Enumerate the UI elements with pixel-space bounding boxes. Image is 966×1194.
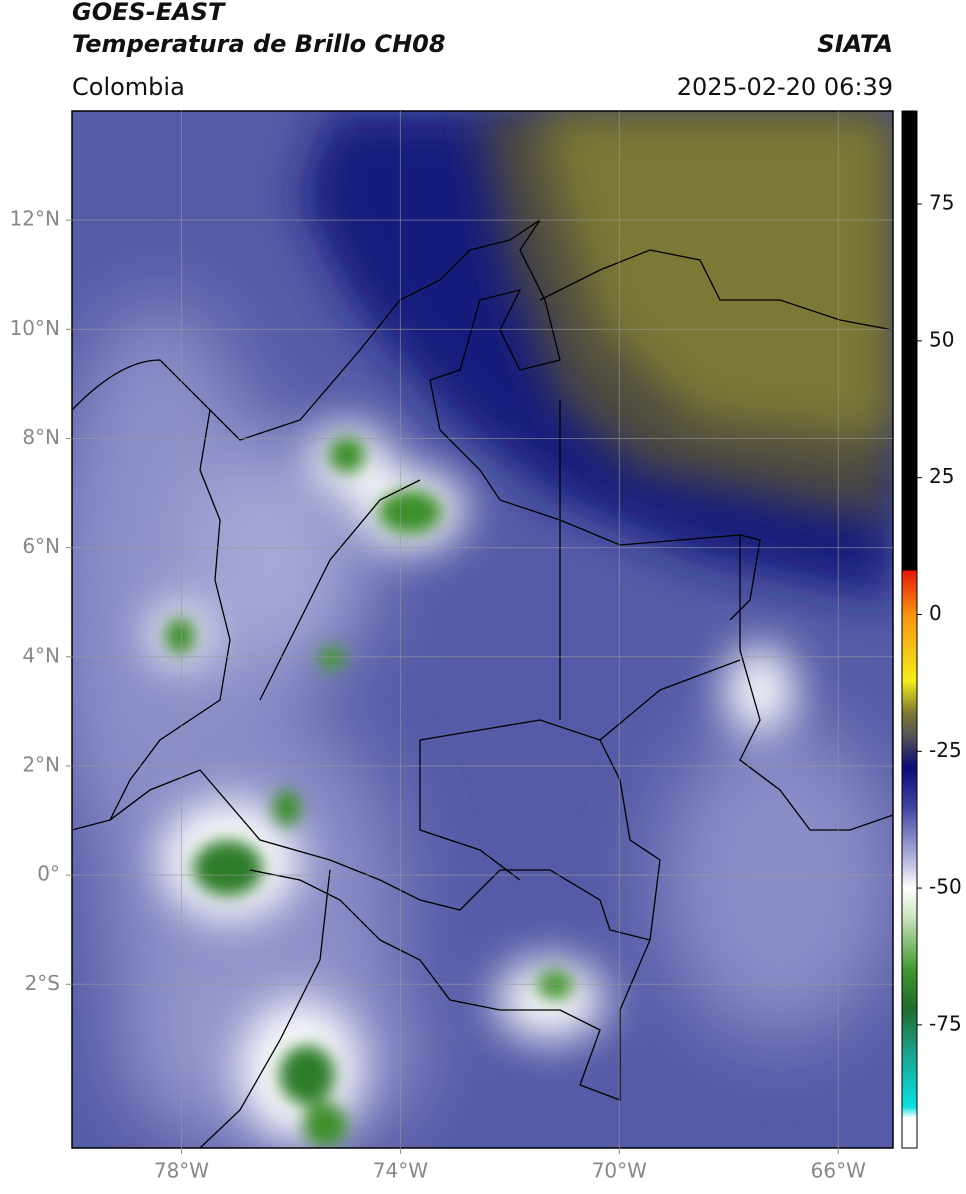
y-tick-label: 0° [37,862,60,886]
colorbar-ticks: 75 50 25 0 -25 -50 -75 [917,191,962,1035]
title: Temperatura de Brillo CH08 [72,30,446,58]
organization: SIATA [817,30,893,58]
convective-cores [165,437,573,1147]
y-tick-label: 4°N [22,643,60,667]
dry-region [540,111,893,440]
cloud-haze [72,300,893,1148]
x-tick-label: 78°W [154,1159,209,1183]
y-tick-label: 12°N [10,207,60,231]
colorbar-label: -25 [929,738,962,762]
axis-labels: 78°W 74°W 70°W 66°W 12°N 10°N 8°N 6°N 4°N 2°N 0° 2°… [10,207,867,1183]
colorbar-label: 25 [929,464,954,488]
satellite-image [72,111,893,1148]
map-frame [71,110,894,1149]
x-tick-label: 74°W [373,1159,428,1183]
y-tick-label: 6°N [22,534,60,558]
colorbar [901,110,918,1149]
y-tick-label: 2°S [25,971,60,995]
x-tick-label: 70°W [592,1159,647,1183]
graticule [72,111,893,1148]
x-tick-label: 66°W [811,1159,866,1183]
borders [72,219,893,1148]
colorbar-label: 50 [929,327,954,351]
y-tick-label: 10°N [10,316,60,340]
region: Colombia [72,73,185,101]
y-tick-label: 2°N [22,752,60,776]
colorbar-label: 0 [929,601,942,625]
y-tick-label: 8°N [22,425,60,449]
title: GOES-EAST [72,0,226,26]
colorbar-label: 75 [929,191,954,215]
datetime: 2025-02-20 06:39 [677,73,893,101]
colorbar-label: -75 [929,1011,962,1035]
colorbar-label: -50 [929,875,962,899]
